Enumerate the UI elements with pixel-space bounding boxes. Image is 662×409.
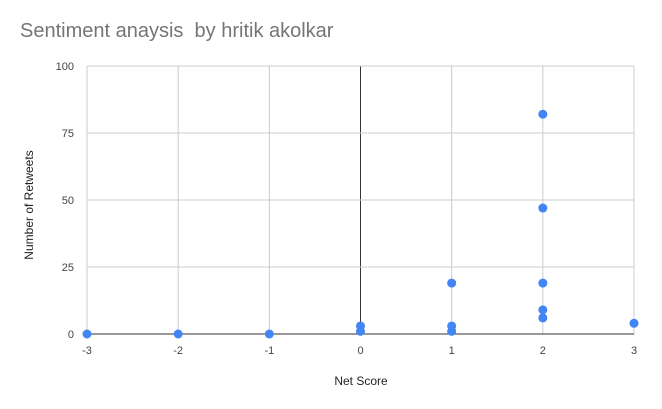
y-tick-label: 25 <box>62 262 74 274</box>
x-tick-label: 1 <box>449 345 455 357</box>
data-point <box>538 203 548 213</box>
data-point <box>173 329 183 339</box>
y-tick-label: 0 <box>68 329 74 341</box>
data-point <box>447 326 457 336</box>
data-point <box>264 329 274 339</box>
y-tick-label: 75 <box>62 128 74 140</box>
data-point <box>538 313 548 323</box>
x-tick-label: 0 <box>357 345 363 357</box>
x-tick-label: -2 <box>173 345 183 357</box>
y-tick-label: 100 <box>56 61 74 73</box>
data-point <box>447 278 457 288</box>
data-point <box>538 278 548 288</box>
data-point <box>82 329 92 339</box>
data-point <box>538 109 548 119</box>
data-point <box>538 305 548 315</box>
x-tick-label: -1 <box>264 345 274 357</box>
x-tick-label: -3 <box>82 345 92 357</box>
x-axis-title: Net Score <box>334 374 388 388</box>
x-tick-label: 2 <box>540 345 546 357</box>
data-point <box>629 318 639 328</box>
x-tick-label: 3 <box>631 345 637 357</box>
y-tick-label: 50 <box>62 195 74 207</box>
data-point <box>356 326 365 336</box>
chart-title: Sentiment anaysis by hritik akolkar <box>20 20 334 42</box>
